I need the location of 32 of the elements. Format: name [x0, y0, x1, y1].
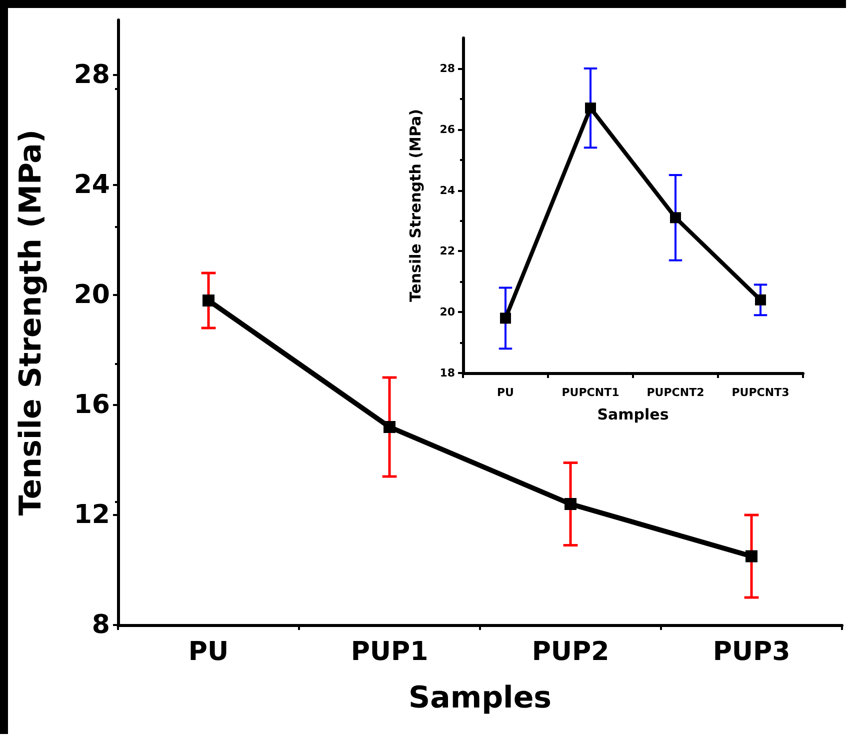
y-tick-label: 28: [440, 62, 455, 75]
point: [564, 498, 576, 510]
y-tick-label: 12: [74, 500, 110, 530]
y-tick-label: 28: [74, 60, 110, 90]
x-tick-label: PUPCNT1: [562, 386, 620, 399]
y-tick-label: 26: [440, 122, 456, 136]
point: [746, 550, 758, 562]
x-tick-label: PUPCNT3: [732, 386, 790, 399]
y-tick-label: 16: [74, 390, 110, 420]
point: [755, 294, 766, 306]
y-tick-label: 18: [440, 366, 455, 380]
y-tick-label: 22: [440, 244, 455, 258]
y-tick-label: 20: [440, 306, 456, 319]
x-tick-label: PU: [188, 637, 229, 667]
point: [202, 294, 214, 306]
y-tick-label: 24: [74, 170, 110, 200]
x-axis-title: Samples: [408, 680, 552, 716]
x-axis-title: Samples: [597, 406, 669, 424]
y-axis-title: Tensile Strength (MPa): [14, 129, 48, 516]
point: [585, 102, 596, 114]
x-tick-label: PUPCNT2: [646, 386, 704, 399]
point: [670, 212, 681, 224]
y-tick-label: 24: [440, 184, 456, 197]
y-tick-label: 8: [92, 610, 110, 640]
point: [384, 421, 396, 433]
y-axis-title: Tensile Strength (MPa): [406, 108, 424, 302]
x-tick-label: PUP3: [712, 637, 790, 667]
point: [500, 312, 511, 324]
x-tick-label: PU: [497, 386, 514, 399]
x-tick-label: PUP1: [350, 637, 428, 667]
y-tick-label: 20: [74, 280, 110, 310]
x-tick-label: PUP2: [532, 637, 610, 667]
